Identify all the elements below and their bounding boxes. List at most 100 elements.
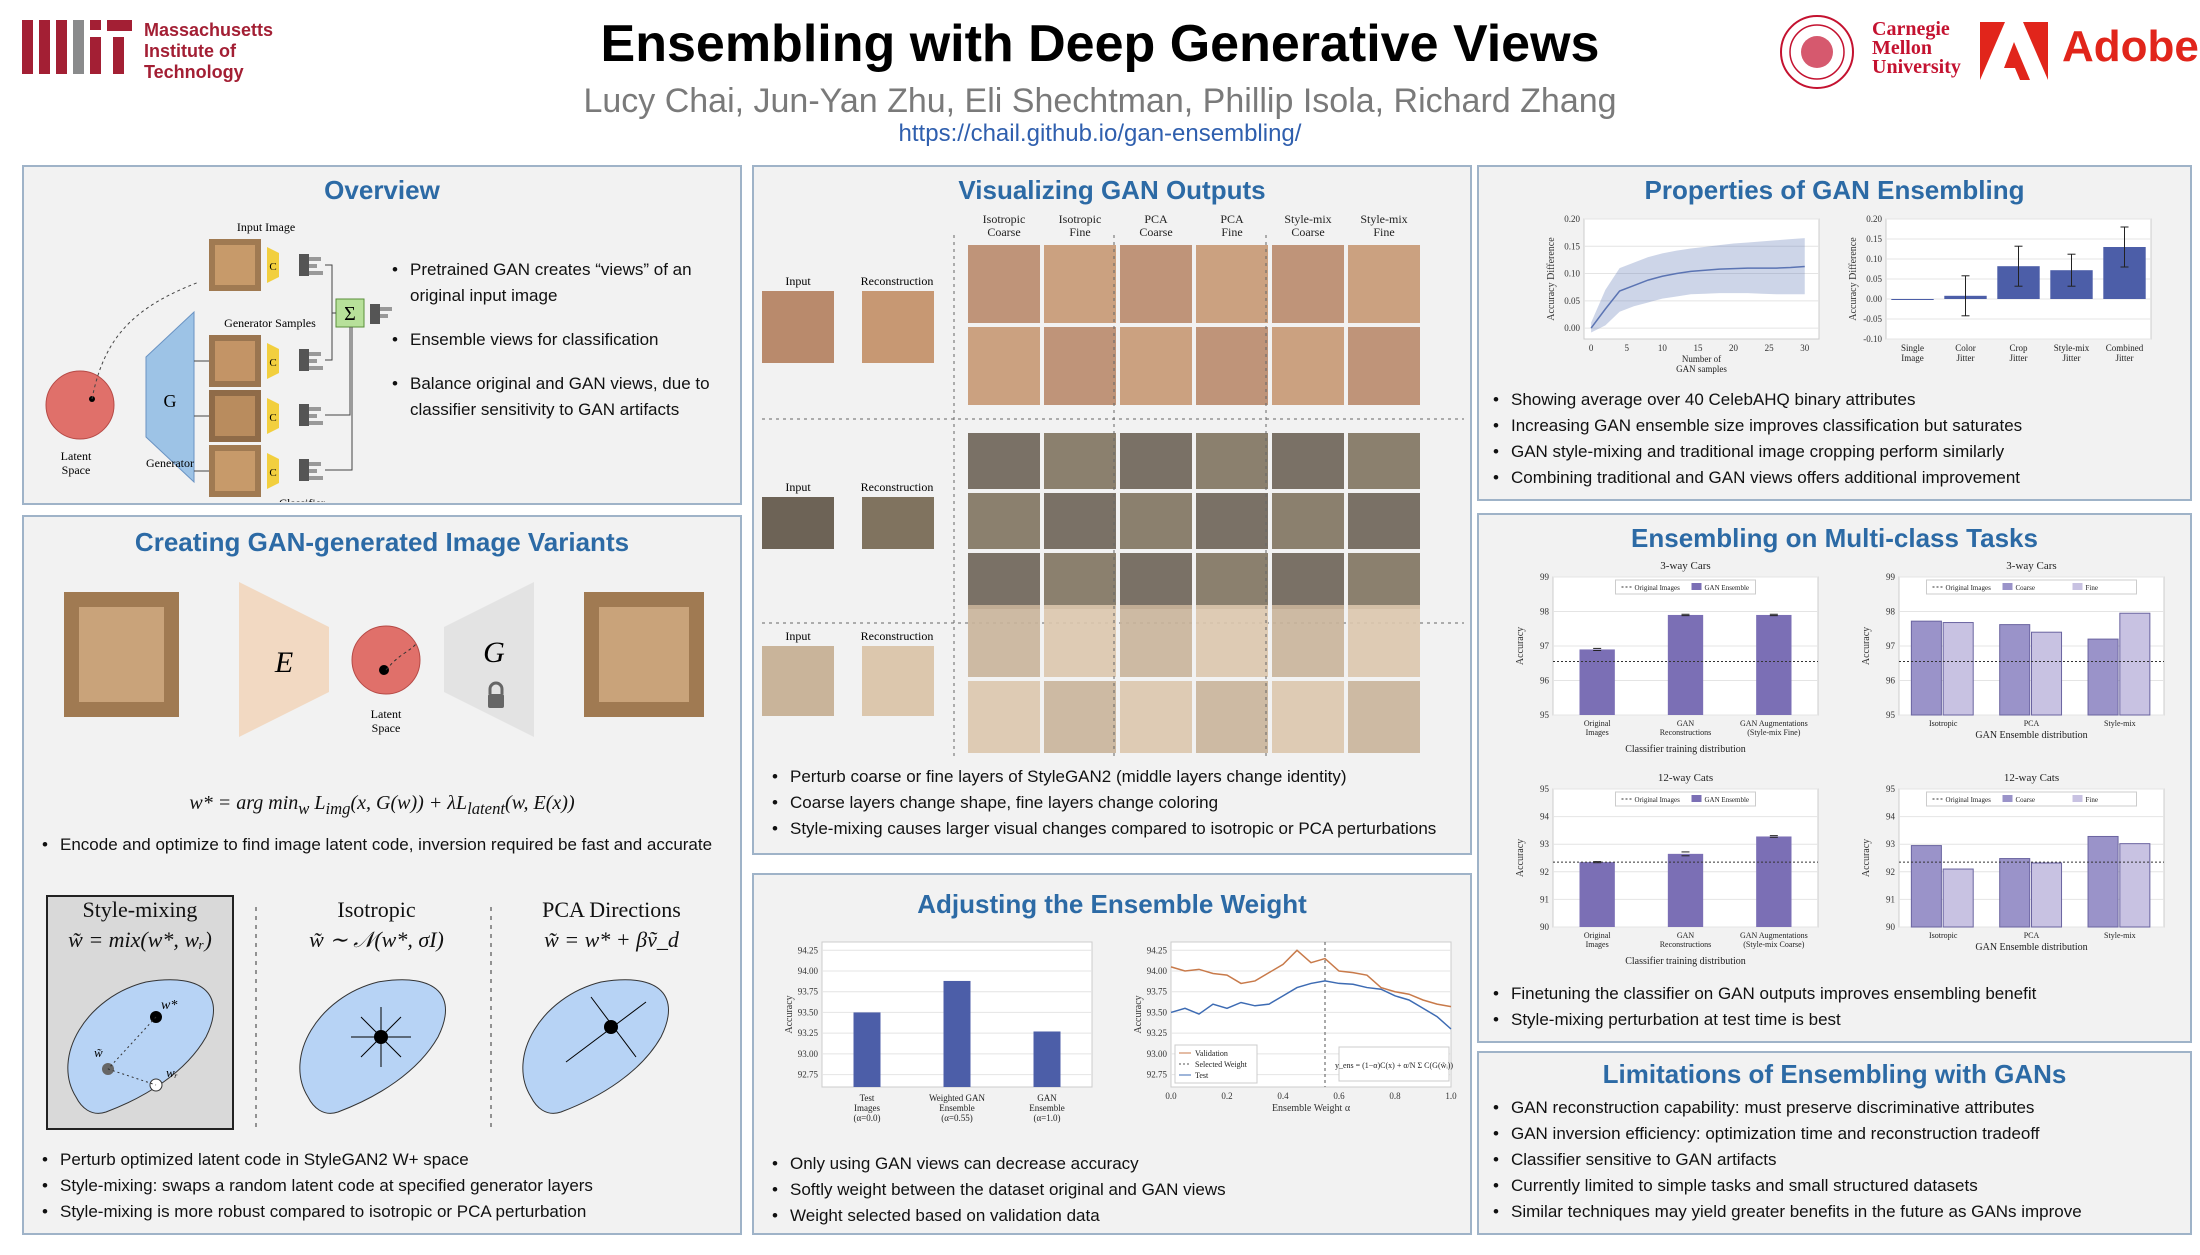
bullet-item: GAN reconstruction capability: must pres… [1489,1095,2179,1121]
generated-image [1348,493,1420,549]
variants-bullet-top: Encode and optimize to find image latent… [38,832,728,858]
x-tick-label: Test Images (α=0.0) [853,1093,880,1123]
y-tick-label: -0.05 [1863,314,1882,324]
svg-text:C: C [269,261,276,273]
x-tick-label: 0.4 [1277,1091,1289,1101]
y-tick-label: 0.20 [1866,214,1882,224]
y-tick-label: 93.50 [798,1007,819,1017]
y-axis-label: Accuracy [1861,627,1872,665]
y-tick-label: 93.75 [798,987,819,997]
method-formula: w̃ ∼ 𝒩(w*, σI) [309,927,444,952]
visualizing-bullets: Perturb coarse or fine layers of StyleGA… [768,764,1458,842]
legend-label: Fine [2086,796,2098,804]
bullet-item: Style-mixing causes larger visual change… [768,816,1458,842]
y-tick-label: 0.10 [1564,269,1580,279]
weight-line-chart: 92.75 93.00 93.25 93.50 93.75 94.00 94.25 Accur… [1133,941,1457,1114]
bullet-item: Perturb coarse or fine layers of StyleGA… [768,764,1458,790]
generated-image [968,493,1040,549]
y-tick-label: 97 [1886,641,1896,651]
encoder-e-label: E [274,646,293,679]
series-line [1170,949,1452,1008]
bullet-item: Style-mixing: swaps a random latent code… [38,1173,728,1199]
latent-space-label: Space [372,721,401,735]
generated-image [1120,245,1192,323]
generated-image [1120,681,1192,753]
y-tick-label: 0.15 [1866,234,1882,244]
legend-label: Fine [2086,584,2098,592]
x-tick-label: 0.2 [1221,1091,1232,1101]
y-tick-label: 93.25 [798,1028,819,1038]
y-tick-label: 99 [1540,572,1550,582]
x-tick-label: 15 [1693,343,1703,353]
method-formula: w̃ = mix(w*, wᵣ) [68,927,212,952]
x-axis-label: GAN Ensemble distribution [1975,942,2087,953]
method-name: Isotropic [337,897,416,922]
x-tick-label: Single Image [1901,343,1924,363]
column-header: PCA Fine [1220,212,1244,239]
bullet-item: GAN inversion efficiency: optimization t… [1489,1121,2179,1147]
legend-label: Original Images [1635,796,1681,804]
bullet-item: Similar techniques may yield greater ben… [1489,1199,2179,1225]
x-tick-label: 0.6 [1333,1091,1345,1101]
mit-line: Institute of [144,41,236,61]
cmu-line: University [1872,56,1961,78]
y-tick-label: 94.25 [798,945,819,955]
y-tick-label: -0.10 [1863,334,1882,344]
latent-space-label: Space [62,463,91,477]
bar [2119,612,2151,716]
x-tick-label: 20 [1729,343,1739,353]
project-url-link[interactable]: https://chail.github.io/gan-ensembling/ [898,120,1302,147]
x-tick-label: 25 [1765,343,1775,353]
y-tick-label: 94.25 [1147,945,1168,955]
generated-image [1272,681,1344,753]
column-header: Isotropic Coarse [983,212,1026,239]
legend-box [1615,791,1756,807]
column-header: PCA Coarse [1139,212,1172,239]
overview-bullets: Pretrained GAN creates “views” of an ori… [388,257,728,423]
poster-authors: Lucy Chai, Jun-Yan Zhu, Eli Shechtman, P… [583,82,1617,120]
bullet-item: Ensemble views for classification [388,327,728,353]
bullet-item: Style-mixing perturbation at test time i… [1489,1007,2179,1033]
bar [853,1012,881,1087]
perturbation-diagrams: w* w̃ wᵣ [67,907,669,1132]
reconstruction-image [862,497,934,549]
y-tick-label: 95 [1886,710,1896,720]
bullet-item: Currently limited to simple tasks and sm… [1489,1173,2179,1199]
bullet-item: Showing average over 40 CelebAHQ binary … [1489,387,2179,413]
bar [2087,638,2119,716]
generated-image [968,245,1040,323]
y-tick-label: 0.00 [1564,323,1580,333]
y-axis-label: Accuracy [1133,995,1144,1033]
y-tick-label: 93.75 [1147,987,1168,997]
bar [1891,299,1934,300]
legend-box [1926,579,2137,595]
generator-g-label: G [164,391,177,411]
properties-title: Properties of GAN Ensembling [1644,175,2025,205]
x-tick-label: Combined Jitter [2106,343,2144,363]
method-name: Style-mixing [82,897,198,922]
y-tick-label: 95 [1540,784,1550,794]
overview-diagram: Latent Space G Generator Input Image Gen… [45,220,392,502]
svg-text:w̃: w̃ [94,1045,103,1060]
reconstruction-label: Reconstruction [861,629,934,643]
x-tick-label: GAN Reconstructions [1660,719,1712,737]
legend: Original Images Coarse Fine [1926,791,2137,807]
legend: Original Images GAN Ensemble [1615,579,1756,595]
bar [1579,862,1615,927]
bar [1033,1031,1061,1087]
sum-symbol: Σ [344,303,356,325]
mit-wordmark: Massachusetts Institute of Technology [144,20,273,83]
gan-output-grid-canvas: Isotropic Coarse Isotropic Fine PCA Coarse PCA… [762,212,1464,760]
y-tick-label: 93.25 [1147,1028,1168,1038]
visualizing-title: Visualizing GAN Outputs [958,175,1266,205]
y-tick-label: 94 [1886,812,1896,822]
bullet-item: Encode and optimize to find image latent… [38,832,728,858]
generator-samples-label: Generator Samples [224,316,316,330]
generated-image [1120,553,1192,609]
bar [1942,868,1974,928]
limitations-bullets: GAN reconstruction capability: must pres… [1489,1095,2179,1225]
method-pca: PCA Directions w̃ = w* + βṽ_d [504,895,719,955]
svg-text:wᵣ: wᵣ [166,1065,178,1080]
method-name: PCA Directions [542,897,681,922]
